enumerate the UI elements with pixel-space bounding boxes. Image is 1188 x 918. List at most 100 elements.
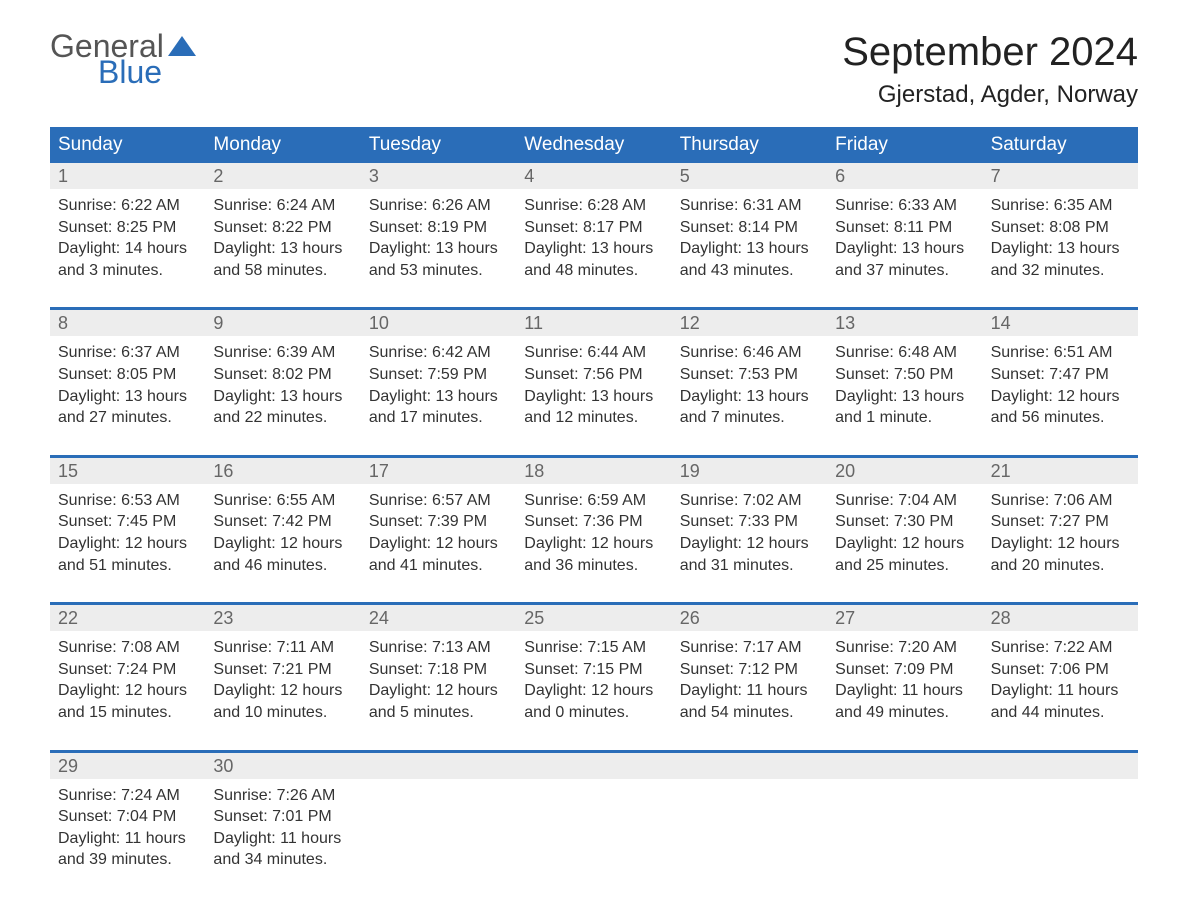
calendar: SundayMondayTuesdayWednesdayThursdayFrid… — [50, 127, 1138, 879]
daylight-text: and 27 minutes. — [58, 407, 197, 429]
sunrise-text: Sunrise: 7:04 AM — [835, 490, 974, 512]
day-number — [983, 753, 1138, 779]
daylight-text: and 41 minutes. — [369, 555, 508, 577]
daylight-text: Daylight: 12 hours — [835, 533, 974, 555]
sunset-text: Sunset: 7:04 PM — [58, 806, 197, 828]
day-cell: Sunrise: 6:59 AMSunset: 7:36 PMDaylight:… — [516, 484, 671, 584]
sunrise-text: Sunrise: 6:42 AM — [369, 342, 508, 364]
day-number: 30 — [205, 753, 360, 779]
day-number: 24 — [361, 605, 516, 631]
day-header-sunday: Sunday — [50, 127, 205, 163]
sunrise-text: Sunrise: 6:57 AM — [369, 490, 508, 512]
day-header-thursday: Thursday — [672, 127, 827, 163]
daylight-text: and 5 minutes. — [369, 702, 508, 724]
daylight-text: and 17 minutes. — [369, 407, 508, 429]
daylight-text: and 1 minute. — [835, 407, 974, 429]
day-number: 4 — [516, 163, 671, 189]
sunset-text: Sunset: 7:12 PM — [680, 659, 819, 681]
day-number: 3 — [361, 163, 516, 189]
day-cell: Sunrise: 6:37 AMSunset: 8:05 PMDaylight:… — [50, 336, 205, 436]
daylight-text: Daylight: 13 hours — [680, 386, 819, 408]
sunrise-text: Sunrise: 6:24 AM — [213, 195, 352, 217]
day-cell: Sunrise: 7:11 AMSunset: 7:21 PMDaylight:… — [205, 631, 360, 731]
day-number: 11 — [516, 310, 671, 336]
sunrise-text: Sunrise: 7:17 AM — [680, 637, 819, 659]
sunset-text: Sunset: 7:15 PM — [524, 659, 663, 681]
day-number: 1 — [50, 163, 205, 189]
daylight-text: Daylight: 11 hours — [835, 680, 974, 702]
day-number — [672, 753, 827, 779]
daylight-text: Daylight: 12 hours — [680, 533, 819, 555]
day-cell: Sunrise: 6:33 AMSunset: 8:11 PMDaylight:… — [827, 189, 982, 289]
day-cell-empty — [827, 779, 982, 879]
sunrise-text: Sunrise: 7:20 AM — [835, 637, 974, 659]
location: Gjerstad, Agder, Norway — [842, 81, 1138, 109]
sunset-text: Sunset: 7:42 PM — [213, 511, 352, 533]
sunset-text: Sunset: 7:36 PM — [524, 511, 663, 533]
day-header-wednesday: Wednesday — [516, 127, 671, 163]
day-number: 2 — [205, 163, 360, 189]
day-cell: Sunrise: 7:15 AMSunset: 7:15 PMDaylight:… — [516, 631, 671, 731]
sunset-text: Sunset: 8:22 PM — [213, 217, 352, 239]
daylight-text: Daylight: 13 hours — [835, 238, 974, 260]
daylight-text: and 49 minutes. — [835, 702, 974, 724]
day-cell: Sunrise: 7:20 AMSunset: 7:09 PMDaylight:… — [827, 631, 982, 731]
day-number: 19 — [672, 458, 827, 484]
sunset-text: Sunset: 7:50 PM — [835, 364, 974, 386]
title-block: September 2024 Gjerstad, Agder, Norway — [842, 30, 1138, 109]
day-number: 18 — [516, 458, 671, 484]
daylight-text: and 10 minutes. — [213, 702, 352, 724]
daylight-text: and 25 minutes. — [835, 555, 974, 577]
day-cell: Sunrise: 7:17 AMSunset: 7:12 PMDaylight:… — [672, 631, 827, 731]
daylight-text: Daylight: 13 hours — [680, 238, 819, 260]
day-number: 12 — [672, 310, 827, 336]
daylight-text: and 36 minutes. — [524, 555, 663, 577]
sunset-text: Sunset: 7:39 PM — [369, 511, 508, 533]
day-cell: Sunrise: 7:13 AMSunset: 7:18 PMDaylight:… — [361, 631, 516, 731]
day-cell: Sunrise: 6:46 AMSunset: 7:53 PMDaylight:… — [672, 336, 827, 436]
day-number: 16 — [205, 458, 360, 484]
day-cell: Sunrise: 6:53 AMSunset: 7:45 PMDaylight:… — [50, 484, 205, 584]
header: General Blue September 2024 Gjerstad, Ag… — [50, 30, 1138, 109]
sunrise-text: Sunrise: 6:22 AM — [58, 195, 197, 217]
daylight-text: Daylight: 11 hours — [213, 828, 352, 850]
sunset-text: Sunset: 7:09 PM — [835, 659, 974, 681]
daylight-text: and 46 minutes. — [213, 555, 352, 577]
day-cell: Sunrise: 7:22 AMSunset: 7:06 PMDaylight:… — [983, 631, 1138, 731]
sunrise-text: Sunrise: 6:37 AM — [58, 342, 197, 364]
daylight-text: Daylight: 12 hours — [524, 680, 663, 702]
day-number: 26 — [672, 605, 827, 631]
day-number: 15 — [50, 458, 205, 484]
day-number — [516, 753, 671, 779]
daylight-text: Daylight: 12 hours — [213, 680, 352, 702]
sunrise-text: Sunrise: 7:06 AM — [991, 490, 1130, 512]
daylight-text: Daylight: 12 hours — [991, 533, 1130, 555]
sunset-text: Sunset: 7:27 PM — [991, 511, 1130, 533]
day-cell-empty — [672, 779, 827, 879]
daylight-text: and 43 minutes. — [680, 260, 819, 282]
sunset-text: Sunset: 8:05 PM — [58, 364, 197, 386]
daylight-text: and 31 minutes. — [680, 555, 819, 577]
day-cell: Sunrise: 6:44 AMSunset: 7:56 PMDaylight:… — [516, 336, 671, 436]
daynum-row: 22232425262728 — [50, 605, 1138, 631]
sunrise-text: Sunrise: 6:33 AM — [835, 195, 974, 217]
day-number: 13 — [827, 310, 982, 336]
day-cell: Sunrise: 7:26 AMSunset: 7:01 PMDaylight:… — [205, 779, 360, 879]
day-cell-empty — [361, 779, 516, 879]
sunrise-text: Sunrise: 6:35 AM — [991, 195, 1130, 217]
sunrise-text: Sunrise: 7:26 AM — [213, 785, 352, 807]
sunset-text: Sunset: 8:14 PM — [680, 217, 819, 239]
daylight-text: and 15 minutes. — [58, 702, 197, 724]
week-row: 22232425262728Sunrise: 7:08 AMSunset: 7:… — [50, 602, 1138, 731]
daylight-text: and 56 minutes. — [991, 407, 1130, 429]
sunrise-text: Sunrise: 7:02 AM — [680, 490, 819, 512]
sunrise-text: Sunrise: 6:48 AM — [835, 342, 974, 364]
sunset-text: Sunset: 7:33 PM — [680, 511, 819, 533]
sunset-text: Sunset: 7:30 PM — [835, 511, 974, 533]
daylight-text: and 3 minutes. — [58, 260, 197, 282]
day-cell: Sunrise: 6:24 AMSunset: 8:22 PMDaylight:… — [205, 189, 360, 289]
day-number: 20 — [827, 458, 982, 484]
daylight-text: and 51 minutes. — [58, 555, 197, 577]
day-number — [361, 753, 516, 779]
daylight-text: Daylight: 13 hours — [524, 238, 663, 260]
